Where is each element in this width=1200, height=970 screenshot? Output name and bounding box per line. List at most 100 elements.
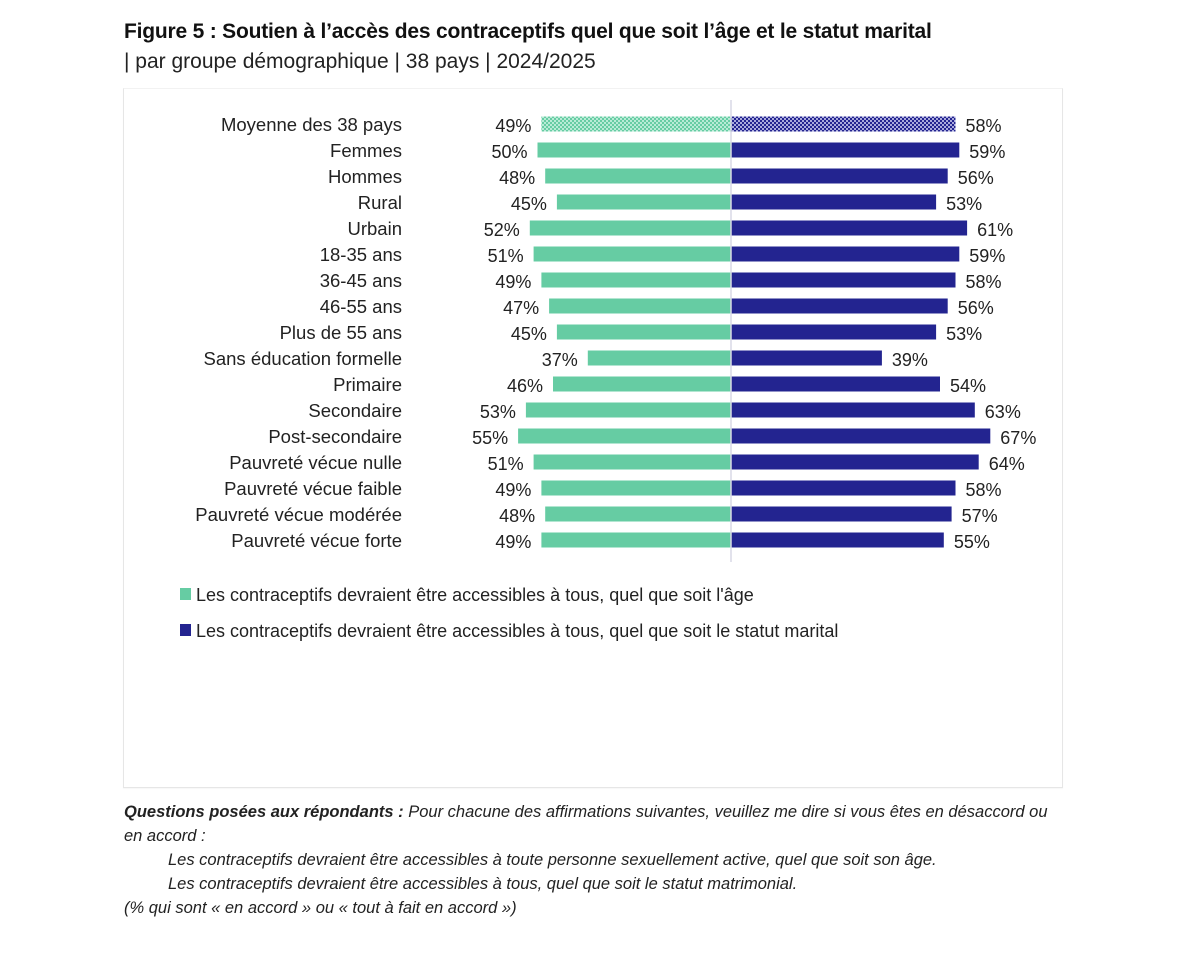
value-label-age-46-55-ans: 47% [503, 298, 539, 318]
value-label-age-urbain: 52% [484, 220, 520, 240]
value-label-age-primaire: 46% [507, 376, 543, 396]
value-label-marital-pauvrete-vecue-forte: 55% [954, 532, 990, 552]
bar-marital-sans-education-formelle [731, 350, 882, 366]
category-label-post-secondaire: Post-secondaire [268, 426, 402, 447]
legend-label-age: Les contraceptifs devraient être accessi… [196, 585, 754, 605]
statement-2: Les contraceptifs devraient être accessi… [168, 875, 798, 893]
legend-swatch-age [180, 588, 191, 600]
category-label-urbain: Urbain [348, 218, 403, 239]
category-label-pauvrete-vecue-forte: Pauvreté vécue forte [231, 530, 402, 551]
bar-marital-pauvrete-vecue-forte [731, 532, 944, 548]
bar-age-18-35-ans [533, 246, 731, 262]
category-label-sans-education-formelle: Sans éducation formelle [204, 348, 402, 369]
bar-marital-post-secondaire [731, 428, 991, 444]
category-label-36-45-ans: 36-45 ans [320, 270, 402, 291]
value-label-marital-pauvrete-vecue-moderee: 57% [962, 506, 998, 526]
bar-age-pauvrete-vecue-forte [541, 532, 731, 548]
legend: Les contraceptifs devraient être accessi… [180, 585, 838, 641]
bar-marital-secondaire [731, 402, 975, 418]
question-intro: Pour chacune des affirmations suivantes,… [124, 803, 1048, 845]
bar-age-plus-de-55-ans [556, 324, 732, 340]
bar-marital-pauvrete-vecue-faible [731, 480, 956, 496]
value-label-age-pauvrete-vecue-moderee: 48% [499, 506, 535, 526]
value-label-marital-pauvrete-vecue-nulle: 64% [989, 454, 1025, 474]
survey-notes: Questions posées aux répondants : Pour c… [124, 800, 1064, 920]
value-label-age-moyenne-des-38-pays: 49% [495, 116, 531, 136]
value-label-age-pauvrete-vecue-forte: 49% [495, 532, 531, 552]
value-label-marital-secondaire: 63% [985, 402, 1021, 422]
value-label-marital-plus-de-55-ans: 53% [946, 324, 982, 344]
value-label-age-36-45-ans: 49% [495, 272, 531, 292]
bar-age-urbain [529, 220, 731, 236]
value-label-marital-46-55-ans: 56% [958, 298, 994, 318]
value-label-age-hommes: 48% [499, 168, 535, 188]
category-label-plus-de-55-ans: Plus de 55 ans [280, 322, 402, 343]
bar-marital-46-55-ans [731, 298, 948, 314]
bar-age-hommes [545, 168, 731, 184]
category-label-pauvrete-vecue-faible: Pauvreté vécue faible [224, 478, 402, 499]
value-label-marital-hommes: 56% [958, 168, 994, 188]
bar-marital-urbain [731, 220, 968, 236]
bar-age-rural [556, 194, 732, 210]
category-label-46-55-ans: 46-55 ans [320, 296, 402, 317]
value-label-marital-femmes: 59% [969, 142, 1005, 162]
bar-marital-hommes [731, 168, 948, 184]
value-label-age-post-secondaire: 55% [472, 428, 508, 448]
bar-age-pauvrete-vecue-faible [541, 480, 731, 496]
bar-marital-pauvrete-vecue-moderee [731, 506, 952, 522]
footnote: (% qui sont « en accord » ou « tout à fa… [124, 899, 517, 917]
legend-label-marital: Les contraceptifs devraient être accessi… [196, 621, 838, 641]
category-label-moyenne-des-38-pays: Moyenne des 38 pays [221, 114, 402, 135]
figure-title: Figure 5 : Soutien à l’accès des contrac… [124, 20, 932, 43]
category-label-rural: Rural [358, 192, 402, 213]
value-label-marital-post-secondaire: 67% [1000, 428, 1036, 448]
bar-marital-femmes [731, 142, 960, 158]
labels-layer: Moyenne des 38 pays 49% 58% Femmes 50% 59% Hom… [195, 114, 1036, 552]
category-label-primaire: Primaire [333, 374, 402, 395]
value-label-age-femmes: 50% [491, 142, 527, 162]
value-label-marital-36-45-ans: 58% [966, 272, 1002, 292]
value-label-age-plus-de-55-ans: 45% [511, 324, 547, 344]
bar-marital-primaire [731, 376, 940, 392]
bar-age-36-45-ans [541, 272, 731, 288]
value-label-marital-18-35-ans: 59% [969, 246, 1005, 266]
value-label-marital-moyenne-des-38-pays: 58% [966, 116, 1002, 136]
figure-subtitle: | par groupe démographique | 38 pays | 2… [124, 50, 596, 73]
bar-age-pauvrete-vecue-moderee [545, 506, 731, 522]
value-label-marital-rural: 53% [946, 194, 982, 214]
bar-age-post-secondaire [518, 428, 731, 444]
category-label-pauvrete-vecue-moderee: Pauvreté vécue modérée [195, 504, 402, 525]
bar-marital-rural [731, 194, 937, 210]
bar-age-femmes [537, 142, 731, 158]
category-label-hommes: Hommes [328, 166, 402, 187]
value-label-age-rural: 45% [511, 194, 547, 214]
bar-age-sans-education-formelle [587, 350, 731, 366]
bars-layer [518, 116, 991, 548]
value-label-marital-pauvrete-vecue-faible: 58% [966, 480, 1002, 500]
statement-1: Les contraceptifs devraient être accessi… [168, 851, 937, 869]
value-label-marital-sans-education-formelle: 39% [892, 350, 928, 370]
bar-marital-moyenne-des-38-pays [731, 116, 956, 132]
value-label-marital-primaire: 54% [950, 376, 986, 396]
question-label: Questions posées aux répondants : [124, 803, 404, 821]
legend-swatch-marital [180, 624, 191, 636]
bar-age-moyenne-des-38-pays [541, 116, 731, 132]
category-label-femmes: Femmes [330, 140, 402, 161]
category-label-secondaire: Secondaire [308, 400, 402, 421]
value-label-age-pauvrete-vecue-nulle: 51% [488, 454, 524, 474]
bar-age-primaire [553, 376, 731, 392]
value-label-marital-urbain: 61% [977, 220, 1013, 240]
bar-age-pauvrete-vecue-nulle [533, 454, 731, 470]
question-paragraph: Questions posées aux répondants : Pour c… [124, 800, 1064, 848]
diverging-bar-chart: Moyenne des 38 pays 49% 58% Femmes 50% 59% Hom… [180, 100, 1036, 641]
value-label-age-secondaire: 53% [480, 402, 516, 422]
category-label-pauvrete-vecue-nulle: Pauvreté vécue nulle [229, 452, 402, 473]
value-label-age-18-35-ans: 51% [488, 246, 524, 266]
bar-marital-36-45-ans [731, 272, 956, 288]
chart-frame [123, 88, 1063, 788]
bar-age-secondaire [525, 402, 731, 418]
bar-marital-plus-de-55-ans [731, 324, 937, 340]
bar-marital-pauvrete-vecue-nulle [731, 454, 979, 470]
bar-marital-18-35-ans [731, 246, 960, 262]
bar-age-46-55-ans [549, 298, 731, 314]
